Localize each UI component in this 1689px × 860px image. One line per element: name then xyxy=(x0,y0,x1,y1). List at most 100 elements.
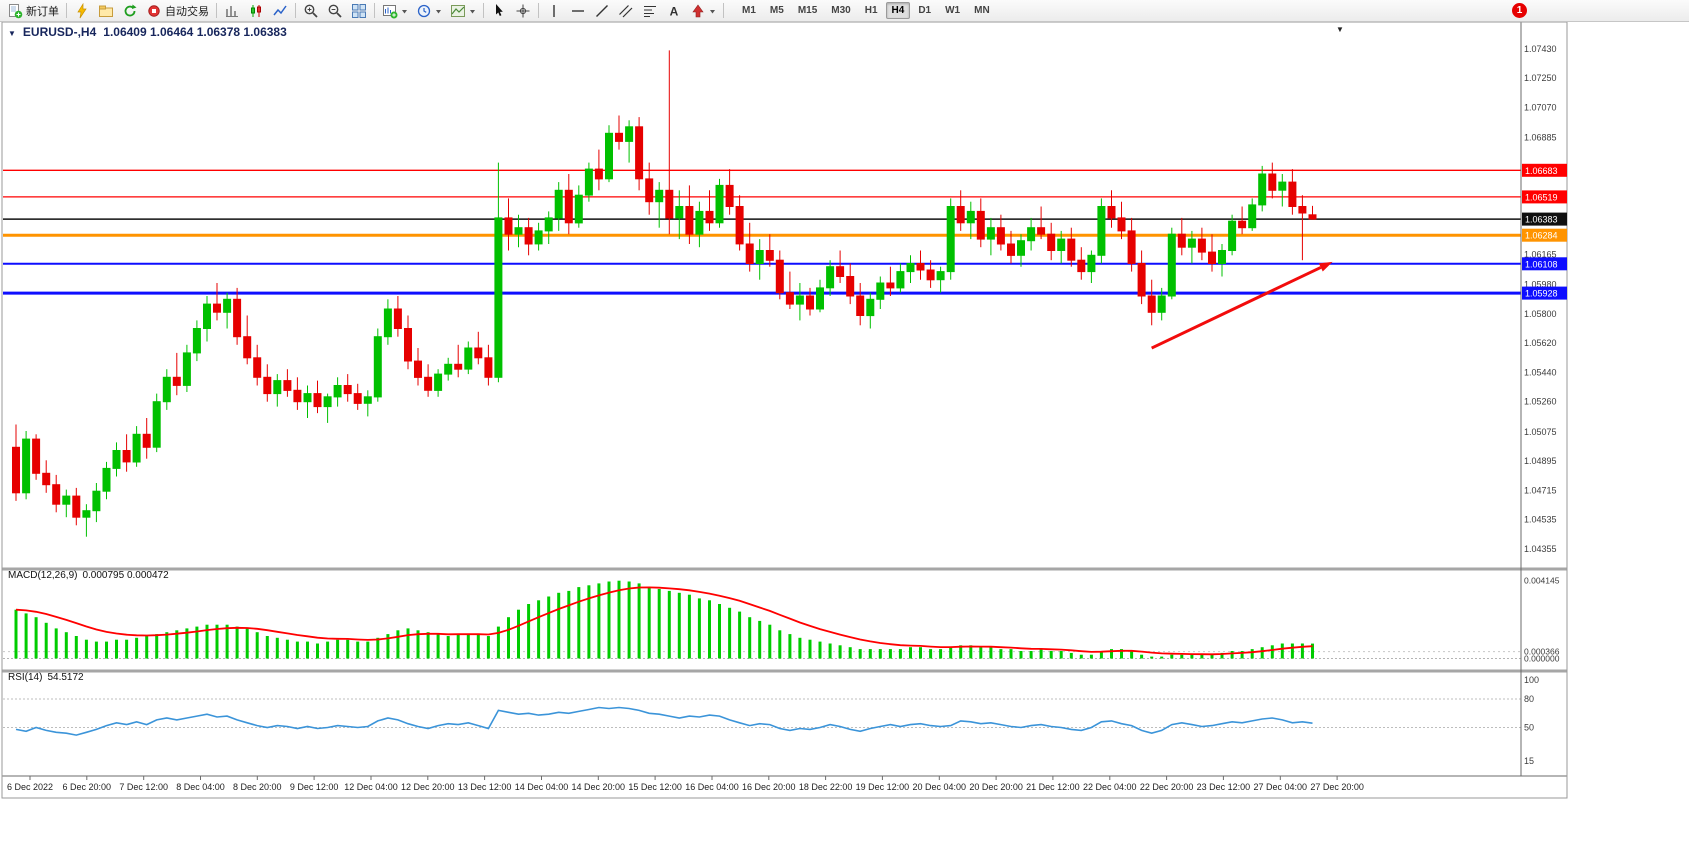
template-icon xyxy=(451,4,465,17)
chart-shift-marker[interactable]: ▼ xyxy=(1336,25,1344,34)
toolbar-separator xyxy=(66,3,67,18)
price-scale-label: 1.05440 xyxy=(1524,367,1557,377)
caret-down-icon[interactable] xyxy=(469,3,476,19)
macd-name: MACD(12,26,9) xyxy=(8,570,78,581)
svg-text:A: A xyxy=(670,4,679,18)
text-button[interactable]: A xyxy=(662,0,686,22)
price-scale-area[interactable] xyxy=(1521,22,1567,776)
trend-arrow[interactable] xyxy=(1151,266,1322,350)
autotrading-button[interactable]: 自动交易 xyxy=(142,0,213,22)
trendline-icon xyxy=(596,4,608,17)
horizontal-line-button[interactable] xyxy=(566,0,590,22)
chart-collapse-icon[interactable]: ▼ xyxy=(8,29,16,38)
caret-down-icon[interactable] xyxy=(709,3,716,19)
toolbar-separator xyxy=(483,3,484,18)
candles xyxy=(12,50,1317,537)
timeframe-button-d1[interactable]: D1 xyxy=(918,5,932,16)
vertical-line-button[interactable] xyxy=(542,0,566,22)
time-label: 16 Dec 20:00 xyxy=(742,782,796,792)
macd-signal-line xyxy=(15,586,1313,656)
terminal-button[interactable] xyxy=(70,0,94,22)
tile-windows-icon xyxy=(352,3,366,18)
notification-badge[interactable]: 1 xyxy=(1512,3,1527,18)
candlestick-chart-icon xyxy=(251,4,261,17)
cursor-button[interactable] xyxy=(487,0,511,22)
rsi-scale-label: 80 xyxy=(1524,694,1534,704)
arrows-icon xyxy=(692,3,704,17)
new-chart-icon xyxy=(383,4,398,18)
line-chart-button[interactable] xyxy=(268,0,292,22)
crosshair-icon xyxy=(516,4,530,17)
tile-windows-button[interactable] xyxy=(347,0,371,22)
time-label: 8 Dec 20:00 xyxy=(233,782,282,792)
timeframe-button-mn[interactable]: MN xyxy=(974,5,990,16)
rsi-indicator-label: RSI(14) 54.5172 xyxy=(8,672,84,683)
timeframe-button-m5[interactable]: M5 xyxy=(769,5,784,16)
trendline-button[interactable] xyxy=(590,0,614,22)
time-label: 7 Dec 12:00 xyxy=(119,782,168,792)
rsi-value: 54.5172 xyxy=(47,672,84,683)
period-button[interactable] xyxy=(412,0,446,22)
horizontal-line-icon xyxy=(572,9,584,12)
template-button[interactable] xyxy=(446,0,480,22)
time-label: 14 Dec 20:00 xyxy=(572,782,626,792)
timeframe-button-h4[interactable]: H4 xyxy=(885,2,911,19)
price-scale-label: 1.04715 xyxy=(1524,485,1557,495)
price-scale-label: 1.05075 xyxy=(1524,427,1557,437)
rsi-scale-label: 100 xyxy=(1524,675,1539,685)
arrows-button[interactable] xyxy=(686,0,720,22)
chart-symbol-period: EURUSD-,H4 xyxy=(22,25,97,39)
bar-chart-button[interactable] xyxy=(220,0,244,22)
rsi-name: RSI(14) xyxy=(8,672,43,683)
profiles-button[interactable] xyxy=(94,0,118,22)
price-scale-label: 1.07430 xyxy=(1524,44,1557,54)
price-badge-label: 1.06683 xyxy=(1525,166,1558,176)
fibonacci-button[interactable] xyxy=(638,0,662,22)
time-label: 27 Dec 20:00 xyxy=(1310,782,1364,792)
timeframe-button-m1[interactable]: M1 xyxy=(742,5,756,16)
caret-down-icon[interactable] xyxy=(401,3,408,19)
timeframe-button-h1[interactable]: H1 xyxy=(864,5,878,16)
new-chart-button[interactable] xyxy=(378,0,412,22)
rsi-scale-label: 15 xyxy=(1524,756,1534,766)
zoom-out-button[interactable] xyxy=(323,0,347,22)
chart-title: ▼ EURUSD-,H4 1.06409 1.06464 1.06378 1.0… xyxy=(8,25,287,39)
timeframe-button-w1[interactable]: W1 xyxy=(945,5,961,16)
toolbar: 新订单 自动交易 xyxy=(0,0,1689,22)
time-axis-area[interactable] xyxy=(2,776,1567,798)
time-label: 6 Dec 20:00 xyxy=(63,782,112,792)
new-order-button[interactable]: 新订单 xyxy=(3,0,63,22)
channel-button[interactable] xyxy=(614,0,638,22)
time-label: 18 Dec 22:00 xyxy=(799,782,853,792)
zoom-out-icon xyxy=(328,4,342,18)
price-scale-label: 1.05980 xyxy=(1524,280,1557,290)
price-scale-label: 1.04895 xyxy=(1524,456,1557,466)
macd-scale-label: 0.004145 xyxy=(1524,576,1560,586)
time-label: 22 Dec 04:00 xyxy=(1083,782,1137,792)
refresh-button[interactable] xyxy=(118,0,142,22)
candlestick-chart-button[interactable] xyxy=(244,0,268,22)
trend-arrow-head[interactable] xyxy=(1318,261,1333,272)
price-badge xyxy=(1522,163,1567,177)
zoom-in-button[interactable] xyxy=(299,0,323,22)
timeframe-button-m15[interactable]: M15 xyxy=(797,5,818,16)
macd-histogram xyxy=(14,580,1314,659)
toolbar-separator xyxy=(295,3,296,18)
autotrading-status-icon xyxy=(148,4,160,17)
time-label: 13 Dec 12:00 xyxy=(458,782,512,792)
price-badge xyxy=(1522,190,1567,204)
price-scale-label: 1.07070 xyxy=(1524,102,1557,112)
price-badge xyxy=(1522,257,1567,271)
vertical-line-icon xyxy=(553,4,555,17)
profiles-icon xyxy=(99,5,113,17)
timeframe-button-m30[interactable]: M30 xyxy=(831,5,851,16)
time-label: 9 Dec 12:00 xyxy=(290,782,339,792)
caret-down-icon[interactable] xyxy=(435,3,442,19)
time-label: 23 Dec 12:00 xyxy=(1197,782,1251,792)
chart-window-border xyxy=(1,21,1568,799)
crosshair-button[interactable] xyxy=(511,0,535,22)
toolbar-separator xyxy=(723,3,724,18)
terminal-icon xyxy=(77,2,87,18)
time-label: 27 Dec 04:00 xyxy=(1254,782,1308,792)
